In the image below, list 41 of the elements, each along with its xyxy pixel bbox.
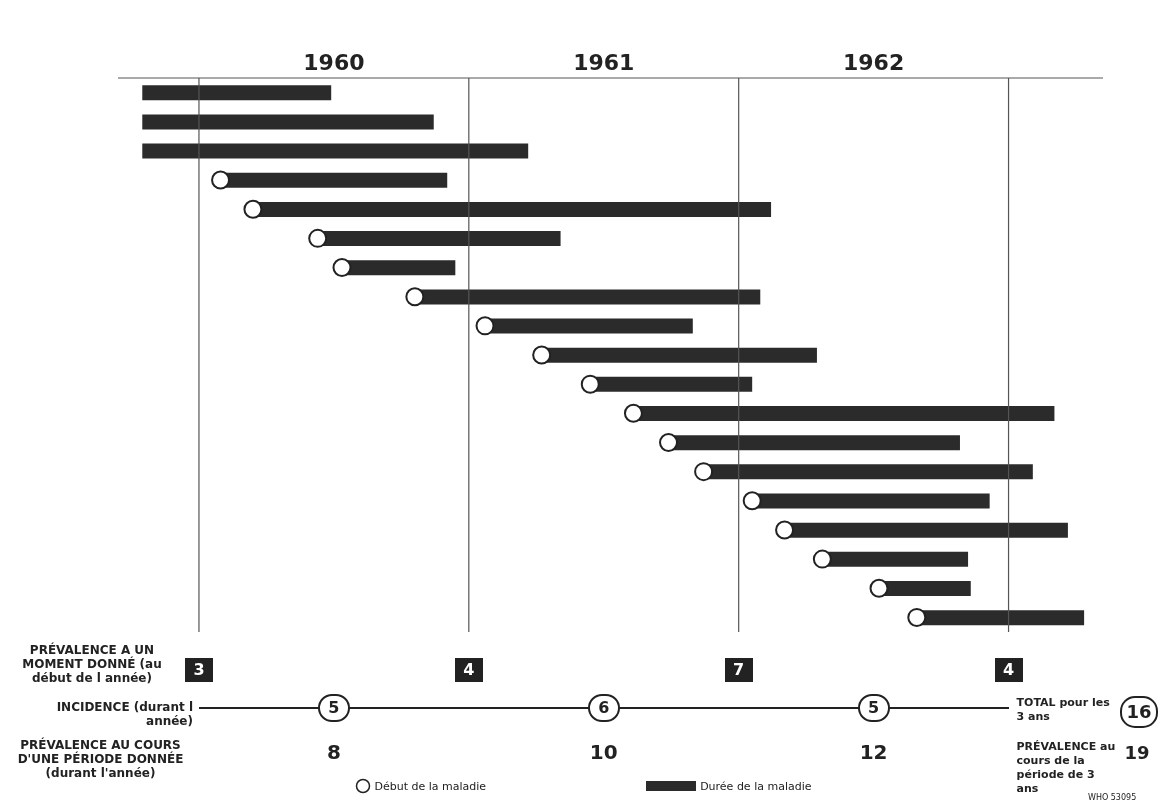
point [243,199,263,219]
x-tick-label: 1960 [303,50,365,75]
text: WHO 53095 [1088,793,1137,802]
text: INCIDENCE (durant l année) [55,700,193,728]
point [623,403,643,423]
point [694,462,714,482]
text: 4 [994,658,1023,682]
point [308,228,328,248]
text: 5 [317,694,350,722]
text: 12 [857,740,890,764]
text: TOTAL pour les 3 ans [1016,696,1111,724]
text: PRÉVALENCE AU COURS D'UNE PÉRIODE DONNÉE (durant l'année) [16,738,185,780]
point [869,578,889,598]
bar [142,85,332,101]
legend-label: Début de la maladie [374,779,487,793]
point [532,345,552,365]
bar [142,143,529,159]
text: PRÉVALENCE A UN MOMENT DONNÉ (au début de l année) [21,643,163,685]
text: 7 [724,658,753,682]
text: 19 [1123,742,1151,763]
text: 3 [184,658,213,682]
point [812,549,832,569]
text: 10 [587,740,620,764]
bar [142,114,434,130]
text: 8 [319,740,348,764]
point [405,287,425,307]
point [742,491,762,511]
text: 5 [857,694,890,722]
point [775,520,795,540]
legend-label: Durée de la maladie [700,779,812,793]
x-tick-label: 1961 [573,50,635,75]
point [659,432,679,452]
point [332,258,352,278]
text: 6 [587,694,620,722]
x-tick-label: 1962 [843,50,905,75]
text: 16 [1120,696,1158,728]
point [907,607,927,627]
point [580,374,600,394]
point [475,316,495,336]
point [211,170,231,190]
text: 4 [454,658,483,682]
